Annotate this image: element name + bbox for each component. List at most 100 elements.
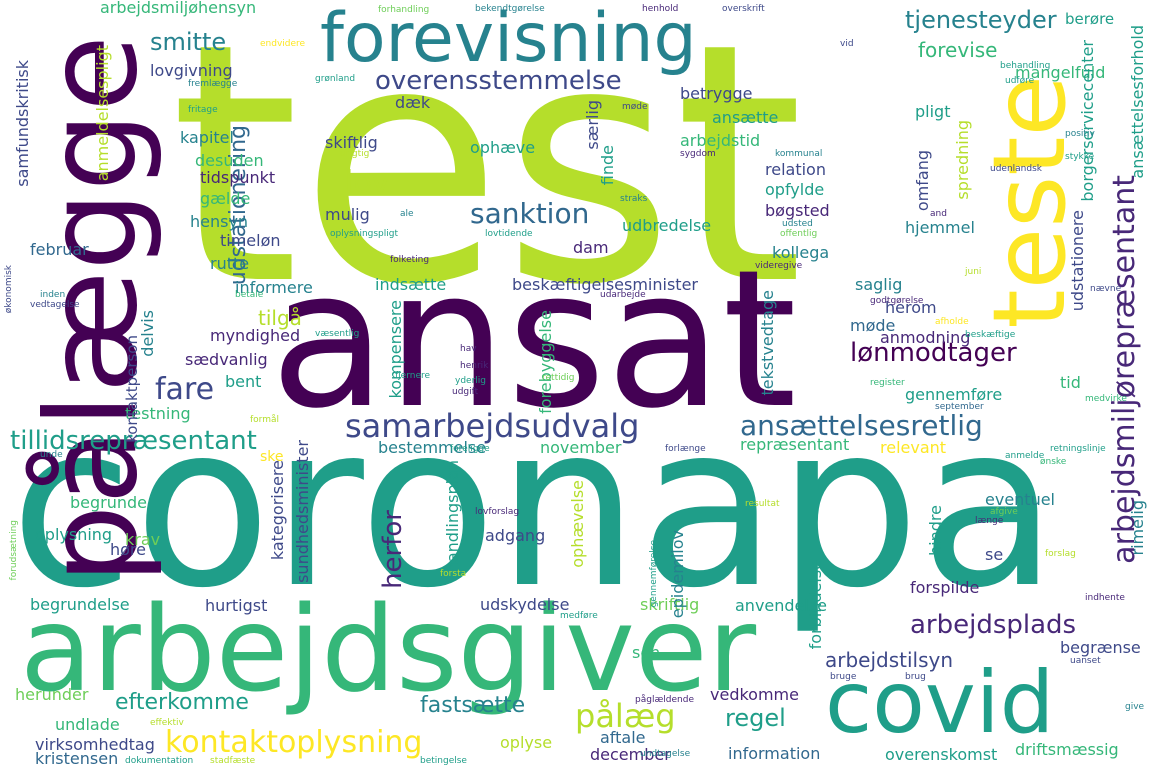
- word-stadfaeste: stadfæste: [210, 756, 256, 766]
- word-kollega: kollega: [772, 243, 830, 262]
- word-bruge: bruge: [830, 672, 857, 682]
- word-begraense: begrænse: [1060, 638, 1141, 657]
- word-repraesentant: repræsentant: [740, 435, 850, 454]
- word-anvendelse: anvendelse: [735, 596, 828, 615]
- word-epidemilov: epidemilov: [668, 530, 687, 619]
- word-overensstemmelse: overensstemmelse: [375, 66, 622, 96]
- word-smitte: smitte: [150, 28, 227, 56]
- word-forspilde: forspilde: [910, 578, 980, 597]
- word-resultat: resultat: [745, 499, 780, 509]
- word-handlingsplan: handlingsplan: [443, 460, 462, 573]
- word-kompensere: kompensere: [386, 300, 405, 399]
- word-forhandling: forhandling: [378, 5, 430, 15]
- word-overskrift: overskrift: [722, 4, 765, 14]
- word-informere: informere: [235, 278, 313, 297]
- word-skiftlig: skiftlig: [325, 133, 378, 152]
- word-udstationere: udstationere: [1068, 210, 1087, 312]
- word-oplysning: oplysning: [35, 525, 113, 544]
- word-moede: møde: [850, 316, 896, 335]
- word-tjenesteyder: tjenesteyder: [905, 6, 1057, 34]
- word-udskydelse: udskydelse: [480, 595, 570, 614]
- word-positiv: positiv: [1065, 129, 1095, 139]
- word-testning: testning: [125, 404, 191, 423]
- word-anmelde: anmelde: [1005, 451, 1045, 461]
- word-forudsaetning: forudsætning: [9, 520, 19, 581]
- word-september: september: [935, 402, 984, 412]
- word-betale: betale: [235, 290, 264, 300]
- word-gennemfoerelse: gennemførelse: [649, 540, 659, 608]
- word-februar: februar: [30, 240, 89, 259]
- word-indsaette: indsætte: [375, 275, 447, 294]
- word-skriftlig: skriftlig: [640, 595, 700, 614]
- word-hindre: hindre: [926, 505, 945, 556]
- word-groenland: grønland: [315, 74, 356, 84]
- word-boegsted: bøgsted: [765, 201, 830, 220]
- word-udsted: udsted: [782, 219, 813, 229]
- word-opfylde: opfylde: [765, 180, 825, 199]
- word-oekonomisk: økonomisk: [4, 265, 14, 314]
- word-udgift: udgift: [452, 387, 479, 397]
- word-folketing: folketing: [390, 255, 430, 265]
- word-ophaevelse: ophævelse: [568, 480, 587, 568]
- word-se: se: [985, 545, 1004, 564]
- word-rutte: rutte: [210, 254, 250, 273]
- word-samfundskritisk: samfundskritisk: [13, 60, 32, 187]
- word-tidspunkt: tidspunkt: [200, 168, 276, 187]
- word-moede: møde: [622, 102, 648, 112]
- word-spredning: spredning: [953, 120, 972, 200]
- word-formaal: formål: [250, 415, 279, 425]
- word-finde: finde: [598, 145, 617, 186]
- word-udfoere: udføre: [1005, 76, 1035, 86]
- word-dokumentation: dokumentation: [125, 756, 194, 766]
- word-herfor: herfor: [378, 510, 408, 589]
- word-overenskomst: overenskomst: [885, 745, 998, 764]
- word-tilgaa: tilgå: [258, 306, 302, 330]
- word-hav: hav: [460, 344, 477, 354]
- word-ansaettelsesforhold: ansættelsesforhold: [1128, 25, 1147, 179]
- word-forebyggelse: forebyggelse: [536, 310, 555, 414]
- word-forbindelse: forbindelse: [806, 560, 825, 650]
- word-medvirke: medvirke: [1085, 394, 1127, 404]
- word-offentlig: offentlig: [780, 229, 818, 239]
- word-fremlaegge: fremlægge: [188, 79, 238, 89]
- word-fritage: fritage: [188, 105, 218, 115]
- word-godtgoerelse: godtgørelse: [870, 296, 924, 306]
- word-rimelig: rimelig: [1128, 500, 1147, 556]
- word-dam: dam: [573, 238, 609, 257]
- word-saglig: saglig: [855, 275, 903, 294]
- word-ale: ale: [400, 209, 414, 219]
- word-november: november: [540, 438, 622, 457]
- word-sygdom: sygdom: [680, 149, 716, 159]
- word-afholde: afholde: [935, 317, 969, 327]
- word-uanset: uanset: [1070, 656, 1101, 666]
- word-ske: ske: [260, 449, 284, 465]
- word-daek: dæk: [395, 93, 431, 112]
- word-arbejdstid: arbejdstid: [680, 131, 761, 150]
- word-kategorisere: kategorisere: [268, 460, 287, 561]
- word-kontaktoplysning: kontaktoplysning: [165, 725, 423, 760]
- word-pligt: pligt: [915, 102, 951, 121]
- word-rettidig: rettidig: [542, 373, 575, 383]
- word-test: test: [170, 0, 804, 357]
- word-tid: tid: [1060, 373, 1081, 392]
- word-kapitel: kapitel: [180, 128, 234, 147]
- word-loenmodtager: lønmodtager: [850, 338, 1017, 368]
- word-fastsaette: fastsætte: [420, 693, 526, 718]
- word-henrik: henrik: [460, 361, 489, 371]
- word-sen: sen: [632, 643, 661, 662]
- word-fjernere: fjernere: [395, 371, 431, 381]
- word-omfang: omfang: [913, 150, 932, 212]
- word-lov: lov: [345, 165, 390, 200]
- word-desuden: desuden: [195, 151, 264, 170]
- word-forevise: forevise: [918, 38, 998, 62]
- word-coronapa: coronapa: [10, 376, 1058, 638]
- word-undtagelse: undtagelse: [640, 749, 691, 759]
- word-oenske: ønske: [1040, 457, 1067, 467]
- word-hjemmel: hjemmel: [905, 218, 975, 237]
- word-endvidere: endvidere: [260, 39, 306, 49]
- word-forsta: forsta: [440, 569, 467, 579]
- word-juni: juni: [965, 267, 982, 277]
- word-betrygge: betrygge: [680, 84, 753, 103]
- word-behandling: behandling: [1000, 61, 1051, 71]
